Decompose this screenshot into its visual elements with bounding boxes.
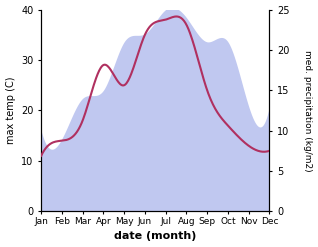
X-axis label: date (month): date (month) bbox=[114, 231, 197, 242]
Y-axis label: max temp (C): max temp (C) bbox=[5, 77, 16, 144]
Y-axis label: med. precipitation (kg/m2): med. precipitation (kg/m2) bbox=[303, 50, 313, 171]
